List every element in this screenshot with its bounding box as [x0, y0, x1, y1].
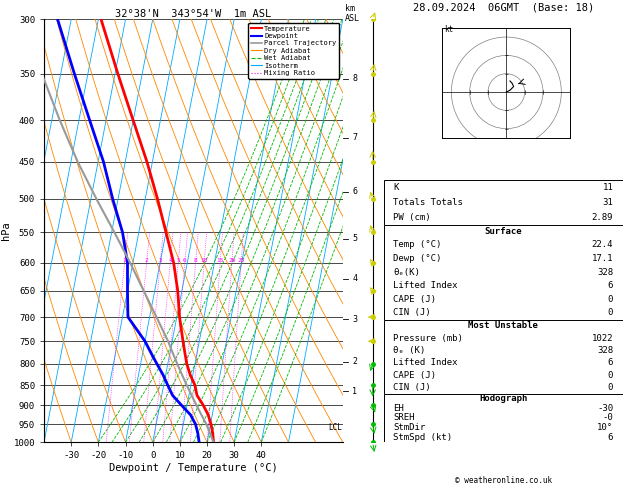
Text: Totals Totals: Totals Totals	[393, 198, 463, 207]
Text: km
ASL: km ASL	[345, 3, 360, 23]
Text: 31: 31	[603, 198, 613, 207]
Text: 6: 6	[352, 187, 357, 196]
Text: 3: 3	[352, 315, 357, 324]
Text: 6: 6	[608, 358, 613, 367]
Text: 6: 6	[608, 281, 613, 290]
Text: EH: EH	[393, 404, 404, 413]
Legend: Temperature, Dewpoint, Parcel Trajectory, Dry Adiabat, Wet Adiabat, Isotherm, Mi: Temperature, Dewpoint, Parcel Trajectory…	[248, 23, 339, 79]
Text: Lifted Index: Lifted Index	[393, 281, 458, 290]
Text: Temp (°C): Temp (°C)	[393, 241, 442, 249]
Y-axis label: hPa: hPa	[1, 222, 11, 240]
Text: 15: 15	[216, 258, 224, 263]
Text: PW (cm): PW (cm)	[393, 212, 431, 222]
Text: K: K	[393, 183, 399, 192]
X-axis label: Dewpoint / Temperature (°C): Dewpoint / Temperature (°C)	[109, 463, 278, 473]
Text: 11: 11	[603, 183, 613, 192]
Text: 0: 0	[608, 308, 613, 317]
Text: Lifted Index: Lifted Index	[393, 358, 458, 367]
Text: 2: 2	[145, 258, 148, 263]
Text: 3: 3	[159, 258, 162, 263]
Text: 0: 0	[608, 371, 613, 380]
Text: 0: 0	[608, 383, 613, 392]
Text: 0: 0	[608, 295, 613, 304]
Text: 25: 25	[238, 258, 245, 263]
Text: Most Unstable: Most Unstable	[468, 321, 538, 330]
Text: 20: 20	[228, 258, 236, 263]
Text: 5: 5	[176, 258, 180, 263]
Text: 2: 2	[352, 357, 357, 366]
Text: CAPE (J): CAPE (J)	[393, 371, 437, 380]
Text: θₑ (K): θₑ (K)	[393, 346, 425, 355]
Text: 1: 1	[352, 387, 357, 396]
Text: 328: 328	[597, 346, 613, 355]
Text: Pressure (mb): Pressure (mb)	[393, 334, 463, 343]
Text: 6: 6	[608, 433, 613, 442]
Text: 22.4: 22.4	[592, 241, 613, 249]
Text: 17.1: 17.1	[592, 254, 613, 263]
Text: 5: 5	[352, 234, 357, 243]
Text: 1022: 1022	[592, 334, 613, 343]
Text: LCL: LCL	[328, 423, 342, 432]
Text: CAPE (J): CAPE (J)	[393, 295, 437, 304]
Text: θₑ(K): θₑ(K)	[393, 268, 420, 277]
Text: StmDir: StmDir	[393, 423, 425, 432]
Text: -0: -0	[603, 414, 613, 422]
Text: StmSpd (kt): StmSpd (kt)	[393, 433, 452, 442]
Text: kt: kt	[444, 25, 454, 34]
Text: 7: 7	[352, 133, 357, 142]
Text: © weatheronline.co.uk: © weatheronline.co.uk	[455, 476, 552, 485]
Text: Surface: Surface	[484, 227, 522, 236]
Text: 2.89: 2.89	[592, 212, 613, 222]
Text: -30: -30	[597, 404, 613, 413]
Text: 328: 328	[597, 268, 613, 277]
Text: CIN (J): CIN (J)	[393, 383, 431, 392]
Text: 4: 4	[169, 258, 172, 263]
Text: 8: 8	[194, 258, 198, 263]
Title: 32°38'N  343°54'W  1m ASL: 32°38'N 343°54'W 1m ASL	[115, 9, 272, 18]
Text: SREH: SREH	[393, 414, 415, 422]
Text: 10°: 10°	[597, 423, 613, 432]
Text: Hodograph: Hodograph	[479, 394, 527, 403]
Text: 6: 6	[183, 258, 187, 263]
Text: Dewp (°C): Dewp (°C)	[393, 254, 442, 263]
Text: 10: 10	[201, 258, 208, 263]
Text: 1: 1	[123, 258, 126, 263]
Text: 4: 4	[352, 275, 357, 283]
Text: 8: 8	[352, 74, 357, 83]
Text: 28.09.2024  06GMT  (Base: 18): 28.09.2024 06GMT (Base: 18)	[413, 2, 594, 13]
Text: CIN (J): CIN (J)	[393, 308, 431, 317]
